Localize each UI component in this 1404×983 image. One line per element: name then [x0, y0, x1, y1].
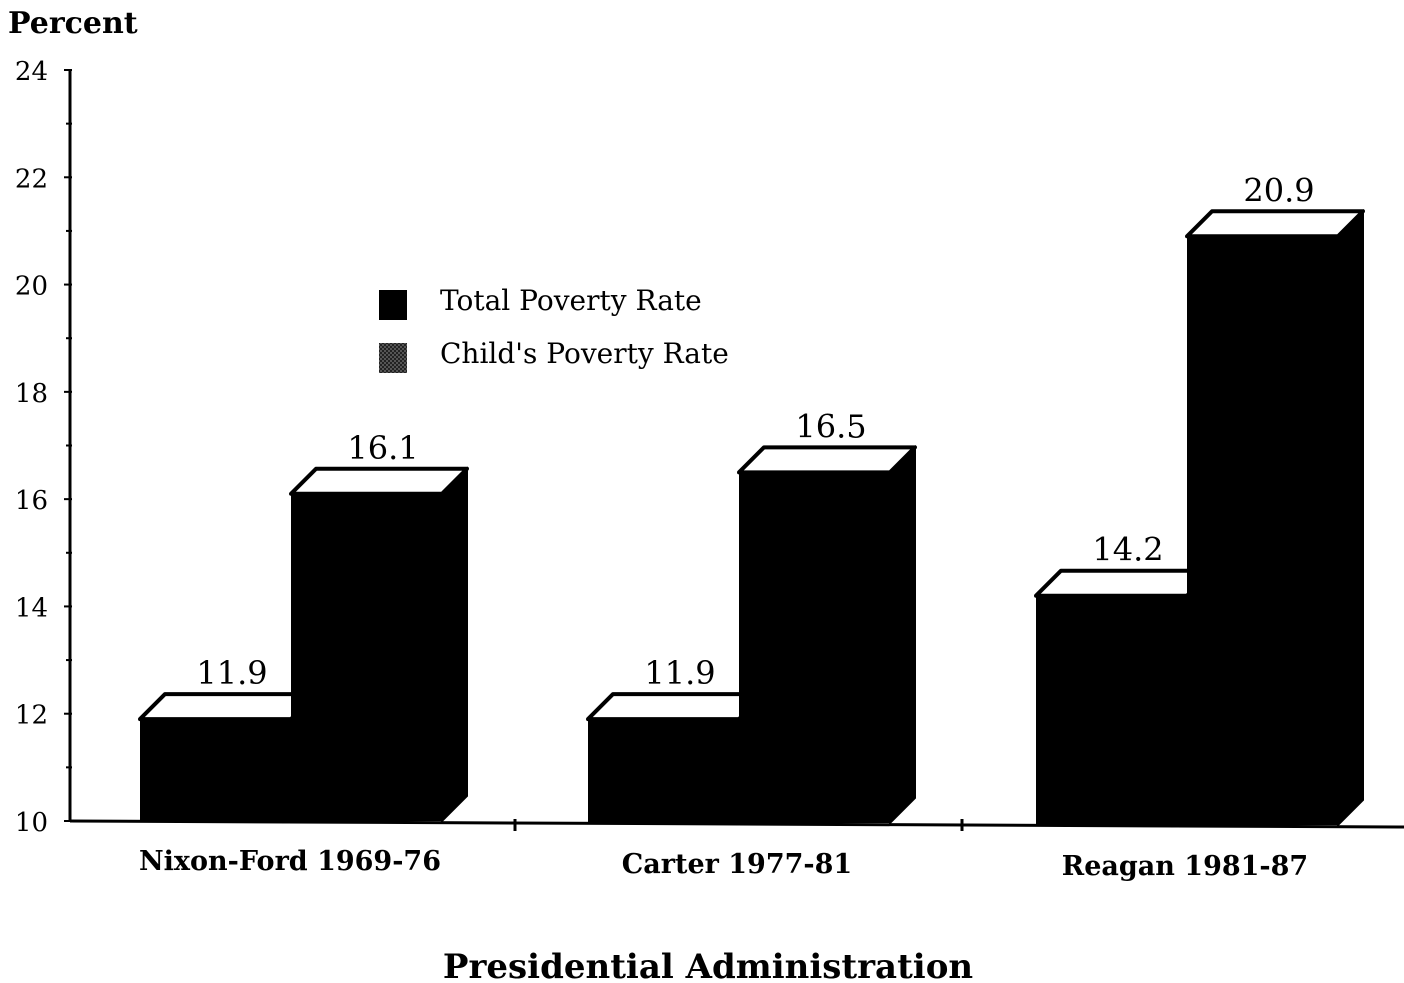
y-tick-label: 12 [15, 701, 48, 731]
y-axis-title: Percent [8, 6, 138, 41]
bar-front [1187, 236, 1338, 826]
bar-child-poverty: 16.1 [289, 429, 469, 824]
category-label: Nixon-Ford 1969-76 [139, 846, 441, 877]
legend-swatch [379, 343, 407, 373]
bar-top [1034, 568, 1214, 598]
category-label: Carter 1977-81 [622, 849, 852, 880]
bar-child-poverty: 16.5 [737, 407, 917, 826]
bar-side [441, 466, 468, 824]
y-tick-label: 20 [15, 272, 48, 302]
bar-side [889, 444, 916, 826]
bar-front [1036, 595, 1187, 825]
bar-value-label: 11.9 [196, 654, 267, 692]
y-tick-label: 14 [15, 593, 48, 623]
legend: Total Poverty Rate Child's Poverty Rate [379, 284, 729, 373]
x-axis-line [69, 819, 1404, 829]
legend-label: Child's Poverty Rate [440, 337, 729, 370]
bar-front [739, 472, 890, 823]
legend-item: Child's Poverty Rate [379, 337, 729, 373]
bar-top [586, 692, 766, 722]
bar-value-label: 16.5 [795, 407, 866, 445]
bar-value-label: 20.9 [1243, 171, 1314, 209]
y-tick-label: 24 [15, 57, 48, 87]
bar-top [289, 466, 469, 496]
bar-top [737, 445, 917, 475]
bar-groups: 11.9 16.1 Nixon-Ford 1969-76 11.9 16.5 Carter… [138, 171, 1365, 882]
category-label: Reagan 1981-87 [1062, 851, 1308, 882]
y-axis: 10 12 14 16 18 20 22 24 [15, 57, 72, 838]
y-tick-label: 10 [15, 808, 48, 838]
bar-group: 11.9 16.1 Nixon-Ford 1969-76 [138, 429, 469, 877]
bar-top [138, 692, 318, 722]
bar-front [140, 719, 291, 821]
x-axis [69, 819, 1404, 831]
x-axis-title: Presidential Administration [443, 947, 973, 983]
legend-label: Total Poverty Rate [440, 284, 702, 317]
y-tick-label: 18 [15, 379, 48, 409]
bar-front [291, 493, 442, 821]
y-tick-label: 16 [15, 486, 48, 516]
legend-swatch [379, 290, 407, 320]
bar-child-poverty: 20.9 [1185, 171, 1365, 828]
bar-total-poverty: 14.2 [1034, 531, 1214, 828]
bar-group: 11.9 16.5 Carter 1977-81 [586, 407, 917, 880]
bar-value-label: 16.1 [347, 429, 418, 467]
bar-value-label: 11.9 [644, 654, 715, 692]
bar-total-poverty: 11.9 [138, 654, 318, 824]
bar-top [1185, 209, 1365, 239]
y-tick-label: 22 [15, 164, 48, 194]
legend-item: Total Poverty Rate [379, 284, 702, 320]
bar-total-poverty: 11.9 [586, 654, 766, 826]
bar-side [1337, 208, 1364, 828]
bar-value-label: 14.2 [1092, 531, 1163, 569]
bar-front [588, 719, 739, 823]
bar-group: 14.2 20.9 Reagan 1981-87 [1034, 171, 1365, 882]
